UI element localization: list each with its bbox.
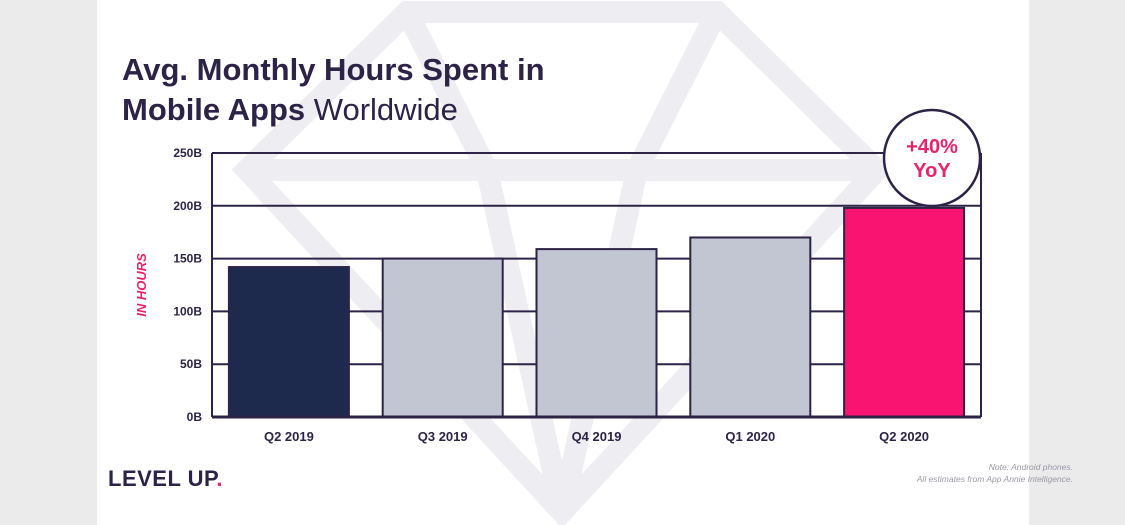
x-tick-label: Q3 2019: [418, 429, 468, 444]
yoy-badge: +40% YoY: [882, 108, 982, 208]
bar-q2-2020: [843, 206, 966, 418]
x-tick-label: Q2 2019: [264, 429, 314, 444]
y-tick-label: 250B: [173, 146, 202, 160]
source-note: Note: Android phones. All estimates from…: [917, 461, 1073, 485]
y-tick-label: 150B: [173, 252, 202, 266]
x-tick-label: Q2 2020: [879, 429, 929, 444]
brand-dot: .: [216, 466, 223, 491]
y-tick-label: 200B: [173, 199, 202, 213]
bar-q2-2019: [227, 266, 350, 418]
x-tick-label: Q1 2020: [725, 429, 775, 444]
note-line-1: Note: Android phones.: [988, 462, 1073, 472]
y-axis-label: IN HOURS: [134, 253, 149, 317]
bar-q4-2019: [535, 248, 658, 418]
yoy-badge-percent: +40%: [906, 136, 958, 158]
chart-title: Avg. Monthly Hours Spent in Mobile Apps …: [122, 50, 545, 130]
title-light-part: Worldwide: [313, 92, 458, 127]
title-bold-part: Mobile Apps: [122, 92, 306, 127]
x-tick-label: Q4 2019: [572, 429, 622, 444]
title-line-2: Mobile Apps Worldwide: [122, 90, 545, 130]
yoy-badge-circle: [882, 108, 982, 208]
y-tick-label: 0B: [187, 410, 203, 424]
note-line-2: All estimates from App Annie Intelligenc…: [916, 474, 1073, 484]
title-line-1: Avg. Monthly Hours Spent in: [122, 52, 545, 87]
bar-q3-2019: [381, 257, 504, 418]
brand-text: LEVEL UP: [108, 466, 217, 491]
y-tick-label: 100B: [173, 304, 202, 318]
yoy-badge-yoy: YoY: [913, 160, 951, 182]
bar-q1-2020: [689, 236, 812, 418]
brand-logo: LEVEL UP.: [108, 466, 223, 492]
y-tick-label: 50B: [180, 357, 202, 371]
